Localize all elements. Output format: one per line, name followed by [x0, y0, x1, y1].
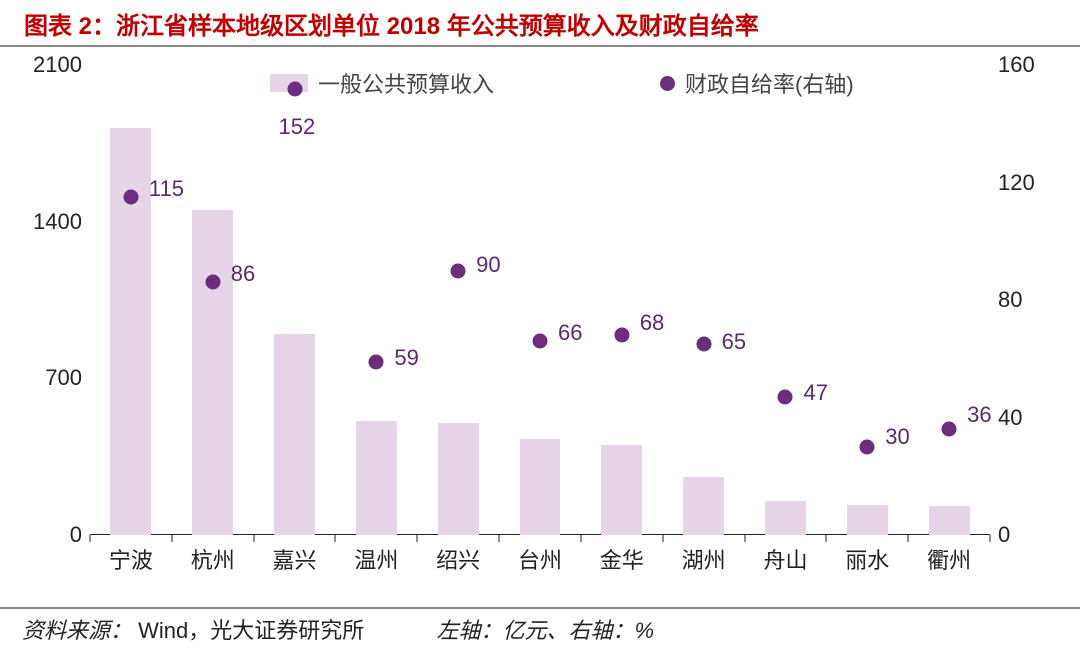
footer: 资料来源： Wind，光大证券研究所 左轴：亿元、右轴：% — [0, 607, 1080, 651]
dot-value-label: 65 — [722, 329, 746, 355]
dot-value-label: 36 — [967, 402, 991, 428]
x-tick-mark — [908, 535, 909, 542]
x-tick-mark — [744, 535, 745, 542]
x-tick-mark — [662, 535, 663, 542]
x-tick-label: 杭州 — [191, 543, 235, 575]
x-tick-label: 金华 — [600, 543, 644, 575]
dot-value-label: 59 — [394, 345, 418, 371]
dot-value-label: 86 — [231, 261, 255, 287]
axis-note: 左轴：亿元、右轴：% — [437, 618, 655, 643]
dot-value-label: 66 — [558, 320, 582, 346]
bar — [847, 505, 888, 535]
scatter-dot — [614, 328, 629, 343]
x-tick-mark — [826, 535, 827, 542]
scatter-dot — [205, 275, 220, 290]
y-left-tick: 700 — [45, 365, 82, 391]
chart-title: 图表 2：浙江省样本地级区划单位 2018 年公共预算收入及财政自给率 — [0, 0, 1080, 47]
x-tick-label: 绍兴 — [436, 543, 480, 575]
y-left-tick: 2100 — [33, 52, 82, 78]
x-tick-label: 台州 — [518, 543, 562, 575]
scatter-dot — [942, 422, 957, 437]
x-tick-label: 湖州 — [682, 543, 726, 575]
x-tick-mark — [335, 535, 336, 542]
bar — [192, 210, 233, 535]
dot-value-label: 115 — [149, 176, 184, 202]
x-tick-label: 宁波 — [109, 543, 153, 575]
x-tick-label: 温州 — [354, 543, 398, 575]
scatter-dot — [451, 263, 466, 278]
y-right-tick: 120 — [998, 170, 1035, 196]
y-left-tick: 1400 — [33, 209, 82, 235]
bar — [438, 423, 479, 535]
dot-value-label: 90 — [476, 252, 500, 278]
bar — [765, 501, 806, 535]
bar — [520, 439, 561, 535]
chart-area: 一般公共预算收入 财政自给率(右轴) 070014002100 04080120… — [20, 47, 1060, 595]
x-tick-mark — [580, 535, 581, 542]
bar — [601, 445, 642, 535]
x-tick-mark — [171, 535, 172, 542]
scatter-dot — [860, 439, 875, 454]
dot-value-label: 68 — [640, 310, 664, 336]
scatter-dot — [533, 334, 548, 349]
x-tick-mark — [417, 535, 418, 542]
x-tick-mark — [499, 535, 500, 542]
bar — [683, 477, 724, 535]
scatter-dot — [696, 337, 711, 352]
x-tick-mark — [90, 535, 91, 542]
scatter-dot — [369, 354, 384, 369]
x-tick-label: 舟山 — [763, 543, 807, 575]
x-tick-label: 嘉兴 — [273, 543, 317, 575]
dot-value-label: 30 — [885, 424, 909, 450]
bar — [356, 421, 397, 535]
scatter-dot — [778, 389, 793, 404]
x-tick-mark — [253, 535, 254, 542]
y-right-tick: 40 — [998, 405, 1022, 431]
title-text: 浙江省样本地级区划单位 2018 年公共预算收入及财政自给率 — [116, 13, 759, 40]
x-tick-mark — [990, 535, 991, 542]
plot-region: 115 86 152 59 90 66 68 65 47 30 36 — [90, 65, 990, 535]
bar — [929, 506, 970, 535]
scatter-dot — [287, 81, 302, 96]
bar — [274, 334, 315, 535]
title-prefix: 图表 2： — [24, 13, 116, 40]
y-axis-right: 04080120160 — [998, 65, 1058, 535]
y-right-tick: 80 — [998, 287, 1022, 313]
y-right-tick: 160 — [998, 52, 1035, 78]
x-axis: 宁波 杭州 嘉兴 温州 绍兴 台州 金华 湖州 舟山 丽水 衢州 — [90, 543, 990, 573]
x-tick-label: 丽水 — [845, 543, 889, 575]
y-left-tick: 0 — [70, 522, 82, 548]
y-axis-left: 070014002100 — [20, 65, 82, 535]
dot-value-label: 47 — [803, 380, 827, 406]
x-tick-label: 衢州 — [927, 543, 971, 575]
source-text: Wind，光大证券研究所 — [138, 618, 364, 643]
y-right-tick: 0 — [998, 522, 1010, 548]
source-label: 资料来源： — [22, 618, 132, 643]
dot-value-label: 152 — [279, 114, 316, 140]
scatter-dot — [123, 190, 138, 205]
